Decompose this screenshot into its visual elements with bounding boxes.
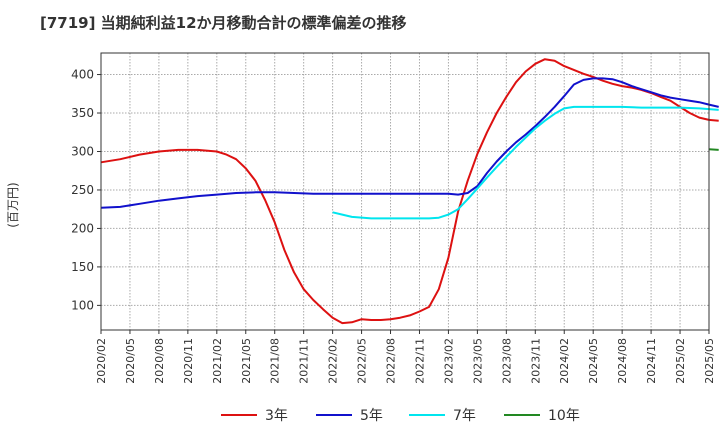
series-line-1 bbox=[100, 58, 719, 325]
chart-title: [7719] 当期純利益12か月移動合計の標準偏差の推移 bbox=[40, 14, 407, 32]
legend-item-3: 7年 bbox=[409, 408, 476, 424]
legend-item-1: 3年 bbox=[221, 408, 288, 424]
x-tick-label: 2024/05 bbox=[587, 338, 600, 384]
y-tick-label: 100 bbox=[71, 298, 94, 312]
y-tick-label: 400 bbox=[71, 68, 94, 82]
legend-item-2: 5年 bbox=[316, 408, 383, 424]
x-tick-label: 2021/02 bbox=[211, 338, 224, 384]
x-tick-label: 2024/11 bbox=[645, 338, 658, 384]
legend-label: 7年 bbox=[453, 408, 476, 424]
grid-layer bbox=[100, 53, 710, 330]
legend-label: 10年 bbox=[548, 408, 580, 424]
series-line-3 bbox=[332, 105, 719, 220]
x-tick-label: 2021/11 bbox=[298, 338, 311, 384]
series-line-2 bbox=[100, 77, 719, 209]
x-tick-label: 2021/08 bbox=[269, 338, 282, 384]
x-tick-label: 2022/02 bbox=[327, 338, 340, 384]
x-tick-label: 2024/08 bbox=[616, 338, 629, 384]
legend-label: 5年 bbox=[360, 408, 383, 424]
y-axis: 100 150 200 250 300 350 400 bbox=[71, 68, 101, 312]
series-layer bbox=[100, 58, 719, 325]
x-tick-label: 2022/05 bbox=[356, 338, 369, 384]
y-tick-label: 300 bbox=[71, 144, 94, 158]
y-tick-label: 250 bbox=[71, 183, 94, 197]
y-tick-label: 150 bbox=[71, 260, 94, 274]
x-tick-label: 2024/02 bbox=[558, 338, 571, 384]
y-tick-label: 200 bbox=[71, 221, 94, 235]
series-line-4 bbox=[708, 148, 719, 151]
x-tick-label: 2021/05 bbox=[240, 338, 253, 384]
x-axis: 2020/02 2020/05 2020/08 2020/11 2021/02 2021/… bbox=[95, 330, 716, 384]
x-tick-label: 2023/05 bbox=[471, 338, 484, 384]
x-tick-label: 2020/05 bbox=[124, 338, 137, 384]
plot-border bbox=[100, 52, 710, 331]
x-tick-label: 2025/05 bbox=[703, 338, 716, 384]
x-tick-label: 2020/08 bbox=[153, 338, 166, 384]
legend-label: 3年 bbox=[265, 408, 288, 424]
x-tick-label: 2023/11 bbox=[529, 338, 542, 384]
x-tick-label: 2023/02 bbox=[442, 338, 455, 384]
x-tick-label: 2020/11 bbox=[182, 338, 195, 384]
legend-item-4: 10年 bbox=[504, 408, 580, 424]
y-tick-label: 350 bbox=[71, 106, 94, 120]
x-tick-label: 2022/08 bbox=[385, 338, 398, 384]
x-tick-label: 2020/02 bbox=[95, 338, 108, 384]
x-tick-label: 2023/08 bbox=[500, 338, 513, 384]
x-tick-label: 2022/11 bbox=[413, 338, 426, 384]
y-axis-label: (百万円) bbox=[6, 182, 20, 227]
x-tick-label: 2025/02 bbox=[674, 338, 687, 384]
legend: 3年 5年 7年 10年 bbox=[221, 408, 580, 424]
